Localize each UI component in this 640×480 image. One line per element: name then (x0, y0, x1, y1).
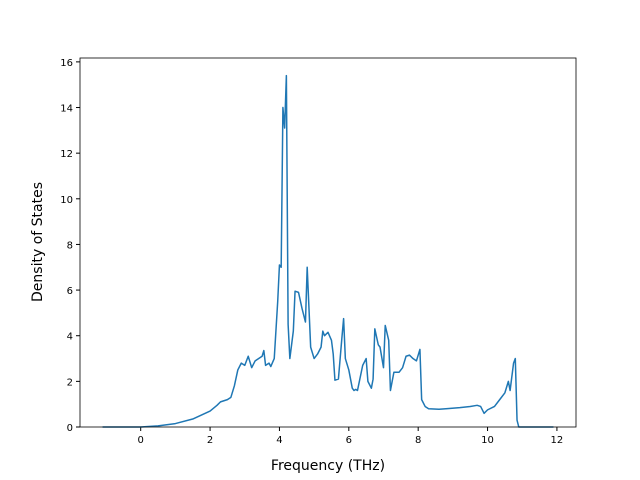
y-tick-label: 16 (60, 58, 73, 69)
y-tick-label: 2 (67, 377, 73, 388)
y-axis-label: Density of States (30, 182, 46, 302)
x-tick-label: 6 (346, 435, 352, 446)
x-tick-label: 8 (415, 435, 421, 446)
x-axis-label: Frequency (THz) (271, 458, 385, 474)
x-tick-label: 10 (481, 435, 494, 446)
x-tick-label: 2 (207, 435, 213, 446)
y-tick-label: 14 (60, 104, 73, 115)
x-tick-label: 0 (138, 435, 144, 446)
y-tick-label: 8 (67, 240, 73, 251)
y-tick-label: 12 (60, 149, 73, 160)
x-tick-label: 12 (551, 435, 564, 446)
y-tick-label: 6 (67, 286, 73, 297)
y-tick-label: 0 (67, 423, 73, 434)
plot-frame (79, 57, 577, 428)
y-tick-label: 4 (67, 332, 73, 343)
line-series (102, 74, 554, 428)
y-tick-label: 10 (60, 195, 73, 206)
x-tick-label: 4 (276, 435, 282, 446)
